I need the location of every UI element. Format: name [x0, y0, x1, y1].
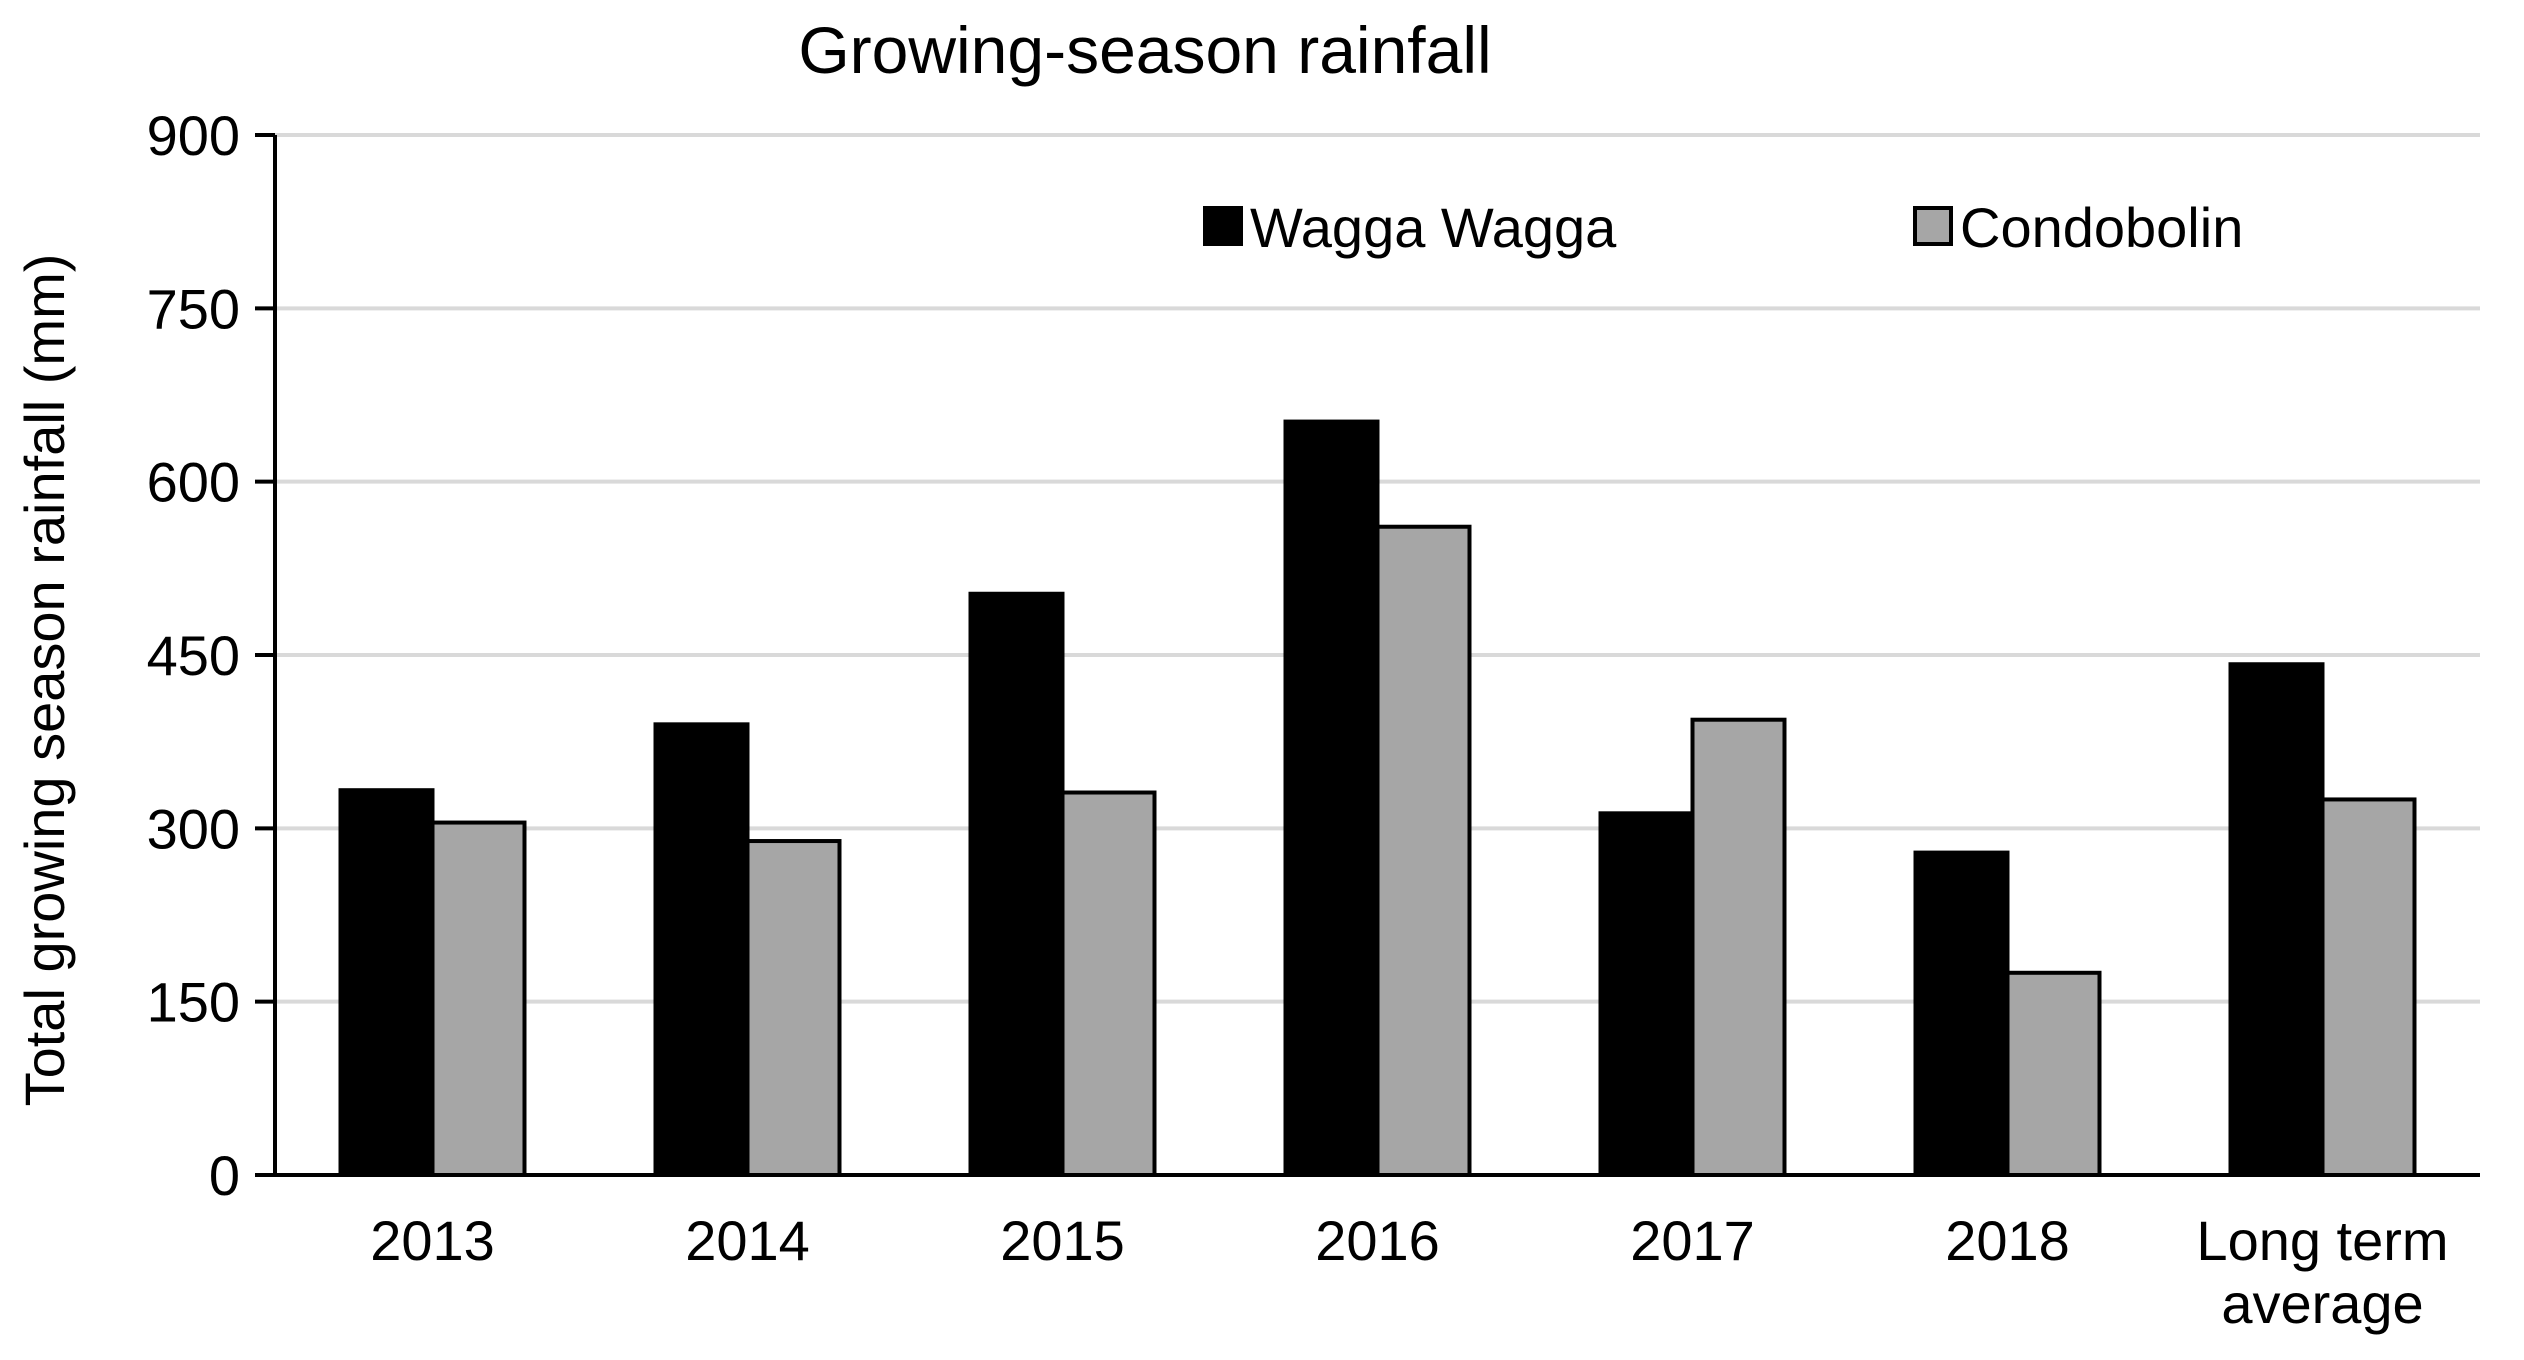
x-tick-label-line: 2016: [1315, 1209, 1440, 1272]
bar-wagga-wagga: [1598, 811, 1695, 1177]
labels: Growing-season rainfall Total growing se…: [13, 13, 2449, 1335]
x-tick-label: 2014: [685, 1209, 810, 1272]
x-tick-label-line: 2017: [1630, 1209, 1755, 1272]
legend-swatch: [1203, 206, 1243, 246]
axes: [255, 133, 2480, 1177]
legend-swatch: [1913, 206, 1953, 246]
y-tick-label: 150: [147, 971, 240, 1034]
bar-wagga-wagga: [2228, 662, 2325, 1177]
y-tick-label: 750: [147, 277, 240, 340]
y-tick-label: 600: [147, 451, 240, 514]
bar-condobolin: [1375, 524, 1472, 1177]
x-tick-label-line: 2018: [1945, 1209, 2070, 1272]
bar-condobolin: [1060, 790, 1157, 1177]
legend-label: Wagga Wagga: [1250, 196, 1617, 259]
bar-condobolin: [430, 820, 527, 1177]
bar-condobolin: [2320, 797, 2417, 1177]
legend-label: Condobolin: [1960, 196, 2243, 259]
bar-condobolin: [2005, 970, 2102, 1177]
y-tick-label: 0: [209, 1144, 240, 1207]
y-tick-label: 300: [147, 797, 240, 860]
x-tick-label: 2013: [370, 1209, 495, 1272]
x-tick-label: 2017: [1630, 1209, 1755, 1272]
x-tick-label: 2016: [1315, 1209, 1440, 1272]
x-tick-label-line: Long term: [2196, 1209, 2448, 1272]
legend: Wagga Wagga Condobolin: [1203, 196, 2243, 259]
bar-wagga-wagga: [968, 591, 1065, 1177]
bar-wagga-wagga: [1283, 419, 1380, 1178]
y-axis-label: Total growing season rainfall (mm): [13, 254, 76, 1107]
y-tick-label: 900: [147, 104, 240, 167]
x-tick-label: 2015: [1000, 1209, 1125, 1272]
x-tick-label-line: 2015: [1000, 1209, 1125, 1272]
x-tick-label-line: 2014: [685, 1209, 810, 1272]
x-tick-label-line: 2013: [370, 1209, 495, 1272]
bar-wagga-wagga: [338, 788, 435, 1177]
bars: [338, 419, 2417, 1178]
bar-condobolin: [745, 839, 842, 1177]
bar-wagga-wagga: [1913, 850, 2010, 1177]
chart-title: Growing-season rainfall: [798, 13, 1491, 87]
y-tick-label: 450: [147, 624, 240, 687]
bar-wagga-wagga: [653, 722, 750, 1177]
x-tick-label: Long term average: [2196, 1209, 2448, 1335]
bar-condobolin: [1690, 717, 1787, 1177]
x-tick-label: 2018: [1945, 1209, 2070, 1272]
x-tick-label-line: average: [2221, 1272, 2423, 1335]
